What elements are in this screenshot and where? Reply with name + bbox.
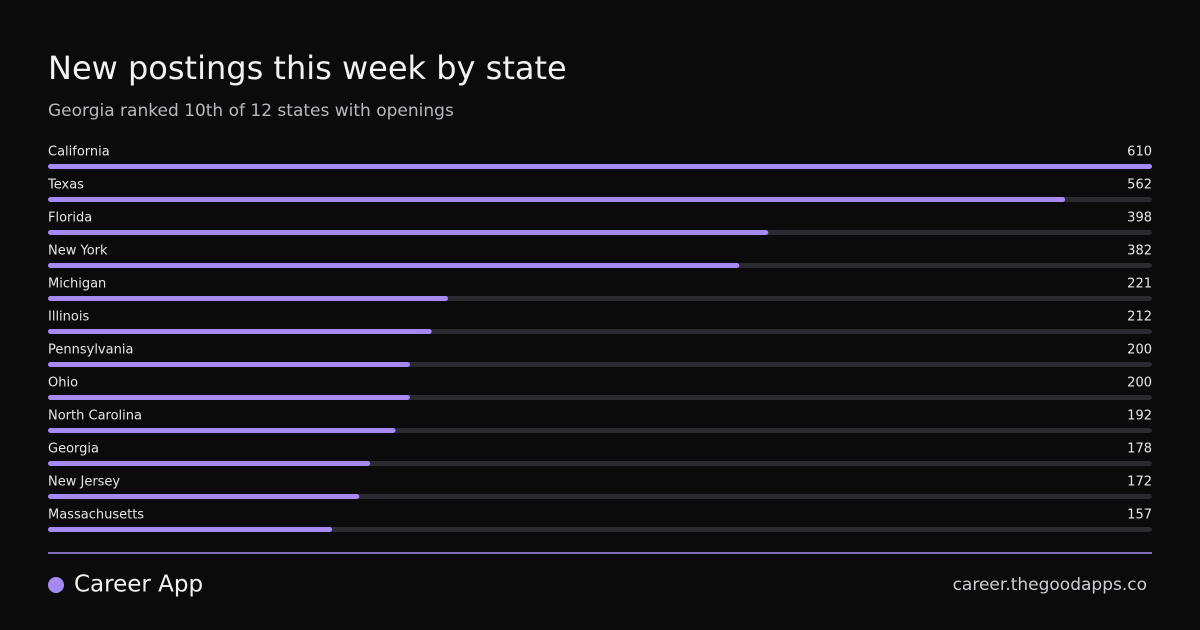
brand-dot xyxy=(48,577,64,593)
category-label: New Jersey xyxy=(48,475,120,490)
category-label: Ohio xyxy=(48,376,78,391)
value-label: 221 xyxy=(1127,277,1152,292)
bar xyxy=(48,494,360,499)
bar xyxy=(48,329,432,334)
bar xyxy=(48,296,448,301)
bar xyxy=(48,461,371,466)
bar xyxy=(48,395,410,400)
bar xyxy=(48,230,769,235)
value-label: 382 xyxy=(1127,244,1152,259)
chart-subtitle: Georgia ranked 10th of 12 states with op… xyxy=(48,101,454,121)
chart-title: New postings this week by state xyxy=(48,49,567,87)
category-label: California xyxy=(48,145,110,160)
category-label: North Carolina xyxy=(48,409,142,424)
bar xyxy=(48,362,410,367)
category-label: Florida xyxy=(48,211,92,226)
value-label: 398 xyxy=(1127,211,1152,226)
value-label: 200 xyxy=(1127,376,1152,391)
category-label: New York xyxy=(48,244,108,259)
brand-name: Career App xyxy=(74,572,203,598)
bar xyxy=(48,164,1152,169)
bar xyxy=(48,197,1066,202)
value-label: 200 xyxy=(1127,343,1152,358)
value-label: 192 xyxy=(1127,409,1152,424)
value-label: 157 xyxy=(1127,508,1152,523)
bar xyxy=(48,428,396,433)
footer-url: career.thegoodapps.co xyxy=(953,575,1147,595)
value-label: 212 xyxy=(1127,310,1152,325)
category-label: Massachusetts xyxy=(48,508,144,523)
category-label: Illinois xyxy=(48,310,89,325)
category-label: Texas xyxy=(47,178,84,193)
value-label: 610 xyxy=(1127,145,1152,160)
value-label: 172 xyxy=(1127,475,1152,490)
bar xyxy=(48,263,740,268)
category-label: Georgia xyxy=(48,442,99,457)
value-label: 178 xyxy=(1127,442,1152,457)
value-label: 562 xyxy=(1127,178,1152,193)
category-label: Pennsylvania xyxy=(48,343,133,358)
bar xyxy=(48,527,333,532)
category-label: Michigan xyxy=(48,277,106,292)
